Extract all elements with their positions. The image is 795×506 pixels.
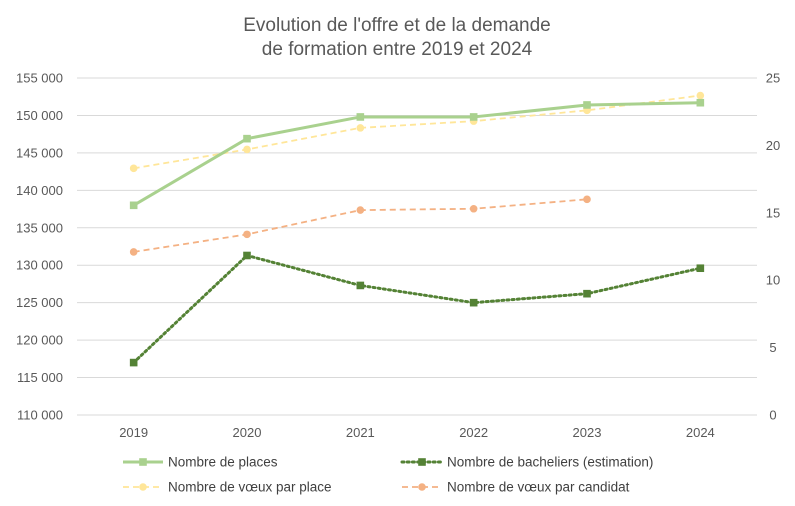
left-tick-label: 110 000: [17, 408, 63, 423]
left-tick-label: 120 000: [16, 333, 63, 348]
legend-item: Nombre de vœux par candidat: [402, 480, 630, 495]
data-point: [243, 251, 251, 260]
data-point: [129, 201, 138, 210]
x-tick-label: 2022: [459, 425, 488, 440]
legend-label: Nombre de vœux par candidat: [447, 480, 630, 495]
gridlines: [77, 77, 757, 416]
data-point: [129, 358, 138, 367]
x-tick-label: 2019: [119, 425, 148, 440]
left-axis-ticks: 110 000 115 000 120 000 125 000 130 000 135 0…: [16, 71, 63, 423]
right-tick-label: 15: [766, 205, 780, 220]
data-point: [356, 281, 365, 290]
data-point: [356, 206, 365, 214]
series-line: [133, 94, 701, 170]
left-tick-label: 145 000: [16, 145, 63, 160]
series-line: [132, 101, 701, 207]
right-tick-label: 5: [769, 340, 776, 355]
x-tick-label: 2024: [686, 425, 715, 440]
chart-title-line-1: Evolution de l'offre et de la demande: [243, 15, 551, 36]
data-point: [469, 113, 478, 121]
series-3: [129, 195, 591, 256]
data-point: [139, 483, 147, 491]
x-axis-ticks: 2019 2020 2021 2022 2023 2024: [119, 425, 715, 440]
data-point: [129, 164, 138, 173]
data-point: [469, 298, 478, 307]
legend-item: Nombre de places: [123, 455, 278, 470]
legend: Nombre de places Nombre de bacheliers (es…: [123, 455, 653, 495]
series-line: [132, 253, 702, 365]
right-axis-ticks: 0 5 10 15 20 25: [766, 71, 780, 423]
data-point: [356, 113, 365, 121]
x-tick-label: 2021: [346, 425, 375, 440]
left-tick-label: 135 000: [16, 220, 63, 235]
data-point: [469, 204, 478, 213]
left-tick-label: 140 000: [16, 183, 63, 198]
data-point: [139, 458, 147, 466]
left-tick-label: 155 000: [16, 71, 63, 86]
series-layer: [129, 91, 705, 367]
data-point: [583, 195, 591, 204]
x-tick-label: 2023: [573, 425, 602, 440]
left-tick-label: 150 000: [16, 108, 63, 123]
data-point: [418, 458, 426, 466]
legend-item: Nombre de vœux par place: [123, 480, 332, 495]
data-point: [583, 101, 591, 109]
left-tick-label: 130 000: [16, 258, 63, 273]
data-point: [243, 145, 251, 154]
left-tick-label: 115 000: [17, 370, 63, 385]
data-point: [243, 134, 251, 143]
legend-label: Nombre de places: [168, 455, 278, 470]
data-point: [356, 124, 365, 132]
legend-item: Nombre de bacheliers (estimation): [400, 455, 653, 470]
right-tick-label: 10: [766, 273, 780, 288]
data-point: [243, 230, 251, 239]
data-point: [129, 248, 138, 256]
data-point: [696, 264, 705, 273]
series-0: [129, 98, 705, 210]
left-tick-label: 125 000: [16, 295, 63, 310]
data-point: [696, 91, 705, 100]
right-tick-label: 25: [766, 71, 780, 86]
legend-label: Nombre de vœux par place: [168, 480, 332, 495]
chart-title-line-2: de formation entre 2019 et 2024: [262, 39, 533, 60]
data-point: [696, 98, 705, 107]
data-point: [583, 289, 591, 298]
right-tick-label: 20: [766, 138, 780, 153]
data-point: [418, 483, 426, 491]
legend-label: Nombre de bacheliers (estimation): [447, 455, 653, 470]
right-tick-label: 0: [769, 408, 776, 423]
x-tick-label: 2020: [233, 425, 262, 440]
series-1: [129, 251, 705, 367]
